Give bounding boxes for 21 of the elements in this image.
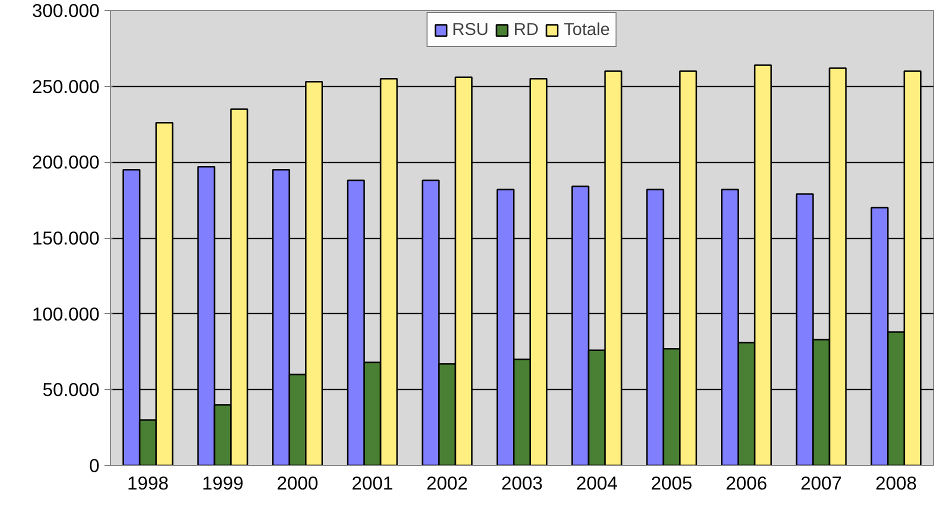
legend-label: RD [514, 19, 539, 40]
y-tick-label: 150.000 [32, 228, 100, 248]
y-tick-label: 300.000 [32, 0, 100, 21]
x-tick-label: 2001 [352, 472, 394, 494]
y-tick-label: 200.000 [32, 152, 100, 173]
x-tick-label: 2003 [501, 472, 543, 494]
y-tick-label: 50.000 [42, 379, 100, 400]
x-tick-label: 2000 [276, 472, 318, 494]
x-tick-label: 2007 [800, 472, 842, 494]
y-tick-label: 250.000 [32, 76, 100, 97]
x-tick-label: 1998 [127, 472, 169, 494]
x-tick-label: 2002 [426, 472, 468, 494]
x-tick-label: 2004 [576, 472, 618, 494]
y-tick-label: 100.000 [32, 303, 100, 324]
legend-label: Totale [564, 19, 610, 40]
x-tick-label: 1999 [202, 472, 244, 494]
y-tick-label: 0 [89, 455, 100, 476]
x-tick-label: 2008 [875, 472, 917, 494]
x-tick-label: 2005 [650, 472, 692, 494]
legend-label: RSU [452, 19, 489, 40]
x-tick-label: 2006 [726, 472, 768, 494]
